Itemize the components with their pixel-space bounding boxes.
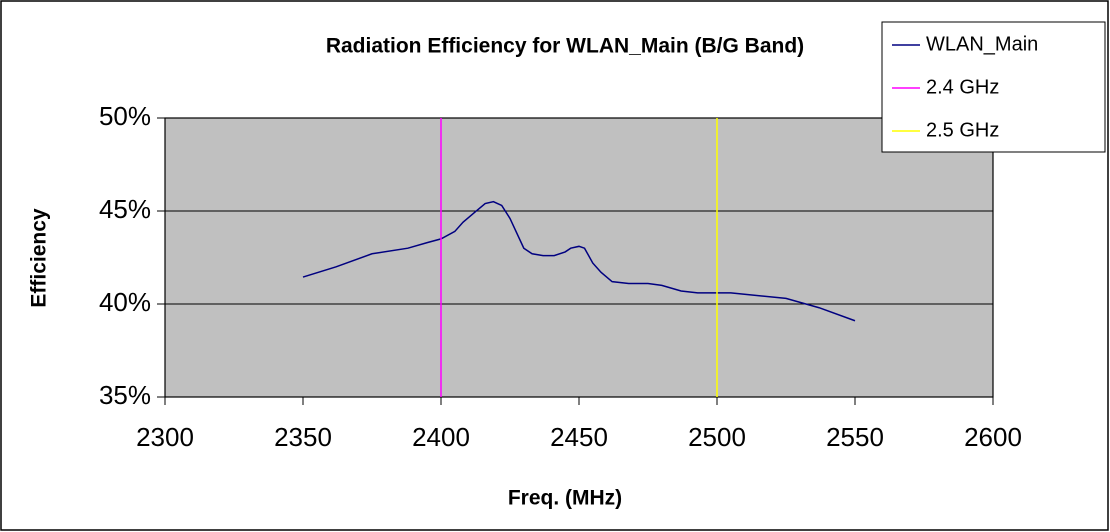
y-tick-label: 50% <box>99 101 151 131</box>
x-tick-label: 2550 <box>826 422 884 452</box>
x-tick-label: 2400 <box>412 422 470 452</box>
legend-label: 2.5 GHz <box>926 119 999 141</box>
y-axis-label: Efficiency <box>28 208 51 308</box>
plot-area <box>164 117 994 398</box>
series-line <box>302 200 856 322</box>
y-tick-label: 35% <box>99 380 151 410</box>
x-tick-label: 2450 <box>550 422 608 452</box>
chart-title: Radiation Efficiency for WLAN_Main (B/G … <box>326 35 804 58</box>
y-tick-label: 40% <box>99 287 151 317</box>
x-tick-label: 2350 <box>274 422 332 452</box>
x-axis-label: Freq. (MHz) <box>508 487 622 510</box>
legend-label: WLAN_Main <box>926 33 1038 55</box>
x-tick-label: 2600 <box>964 422 1022 452</box>
x-tick-label: 2500 <box>688 422 746 452</box>
legend-label: 2.4 GHz <box>926 76 999 98</box>
x-tick-label: 2300 <box>136 422 194 452</box>
y-tick-label: 45% <box>99 194 151 224</box>
